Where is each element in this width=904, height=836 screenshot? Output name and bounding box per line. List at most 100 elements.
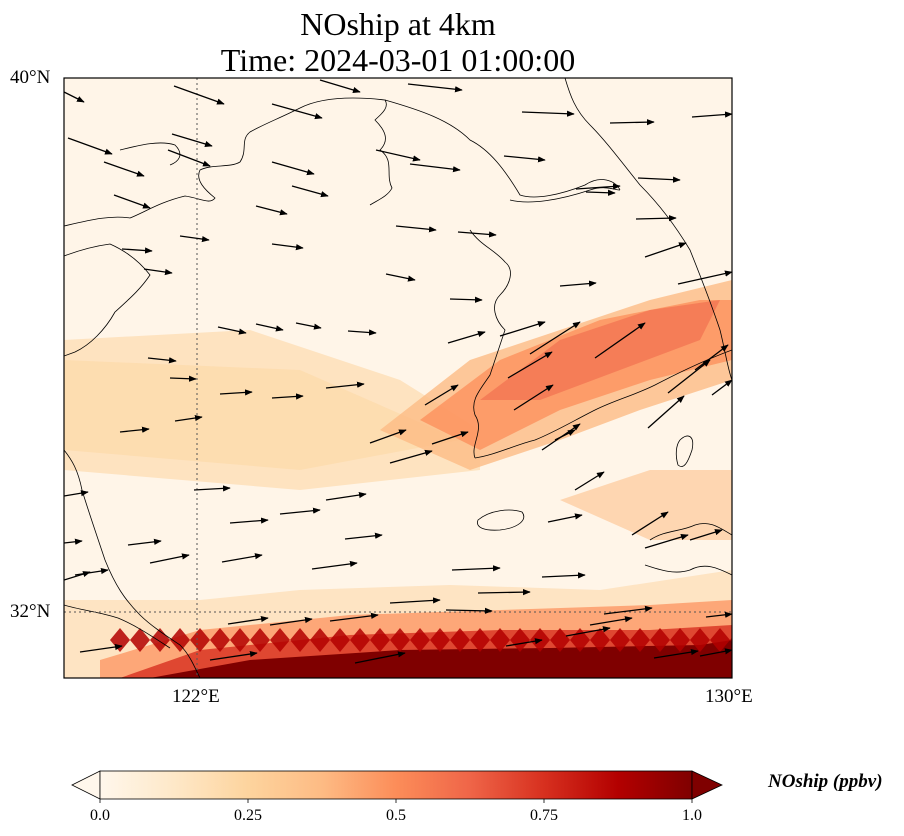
wind-arrow [173, 85, 225, 105]
wind-arrow [217, 326, 247, 335]
field-sawtooth [470, 628, 490, 652]
wind-arrow [325, 491, 367, 501]
wind-arrow [347, 329, 377, 336]
colorbar-tick-05: 0.5 [386, 807, 406, 824]
wind-arrow [585, 189, 616, 196]
wind-arrow [279, 507, 321, 515]
field-sawtooth [330, 628, 350, 652]
field-sawtooth [130, 628, 150, 652]
wind-arrow [193, 485, 231, 492]
wind-arrow [521, 110, 575, 117]
wind-arrow [407, 83, 463, 93]
wind-arrow [653, 649, 699, 659]
wind-arrow [64, 91, 85, 103]
map-subtitle-time: Time: 2024-03-01 01:00:00 [220, 42, 576, 78]
field-sawtooth [710, 628, 730, 652]
wind-arrow [329, 612, 379, 622]
wind-arrow [409, 163, 461, 173]
wind-arrow [227, 615, 269, 625]
field-sawtooth [490, 628, 510, 652]
wind-arrow [271, 243, 304, 251]
field-band-yellow-sea [64, 330, 480, 490]
wind-arrow [113, 194, 151, 209]
wind-arrow [67, 137, 113, 155]
field-sawtooth [290, 628, 310, 652]
wind-arrow [424, 384, 459, 406]
wind-arrow [64, 490, 89, 497]
colorbar [71, 770, 723, 803]
wind-arrow [705, 611, 732, 618]
field-sawtooth [730, 637, 732, 643]
colorbar-tick-025: 0.25 [234, 807, 262, 824]
field-sawtooth [250, 628, 270, 652]
wind-arrow [395, 225, 437, 233]
wind-arrow [291, 185, 329, 198]
field-sawtooth [350, 628, 370, 652]
field-sawtooth [210, 628, 230, 652]
map-frame [63, 77, 733, 679]
wind-arrow [255, 323, 284, 332]
wind-arrow [554, 429, 576, 441]
field-sawtooth [590, 628, 610, 652]
wind-arrow [271, 161, 315, 176]
wind-arrow [354, 651, 406, 664]
wind-arrow [449, 296, 483, 303]
field-band-east [560, 470, 732, 540]
colorbar-tick-075: 0.75 [530, 807, 558, 824]
field-band-south-max [150, 640, 732, 678]
wind-arrow [344, 532, 383, 540]
field-sawtooth [190, 628, 210, 652]
wind-arrow [667, 359, 711, 394]
wind-arrow [221, 553, 263, 563]
wind-arrow [691, 111, 732, 118]
concentration-field [64, 78, 732, 678]
wind-arrow [547, 513, 583, 523]
wind-arrow [385, 273, 416, 282]
colorbar-tick-0: 0.0 [90, 807, 110, 824]
wind-arrow [255, 205, 288, 216]
wind-arrow [229, 517, 269, 524]
wind-arrow [167, 149, 211, 167]
wind-arrow [503, 155, 546, 163]
wind-vectors [64, 79, 732, 664]
wind-arrow [269, 616, 313, 626]
wind-arrow [375, 149, 421, 162]
wind-arrow [559, 280, 597, 287]
colorbar-body [99, 770, 693, 800]
wind-arrow [574, 471, 605, 491]
wind-arrow [389, 449, 433, 464]
wind-arrow [369, 429, 407, 444]
field-sawtooth [430, 628, 450, 652]
wind-arrow [699, 648, 732, 657]
wind-arrow [477, 589, 531, 596]
wind-arrow [79, 643, 123, 653]
field-sawtooth [450, 628, 470, 652]
field-sawtooth [610, 628, 630, 652]
wind-arrow [499, 321, 546, 337]
wind-arrow [174, 414, 203, 422]
lon-tick-label-130e: 130°E [705, 686, 753, 707]
wind-arrow [325, 381, 365, 389]
wind-arrow [689, 529, 723, 541]
wind-arrow [64, 538, 83, 545]
wind-arrow [271, 393, 304, 400]
wind-arrow [451, 565, 501, 572]
lat-tick-label-32n: 32°N [10, 601, 51, 622]
field-sawtooth [370, 628, 390, 652]
wind-arrow [505, 638, 543, 647]
wind-arrow [644, 534, 689, 549]
wind-arrow [507, 351, 553, 379]
wind-arrow [541, 572, 586, 579]
wind-arrow [565, 626, 611, 637]
wind-arrow [635, 215, 677, 222]
wind-arrow [147, 357, 177, 364]
lon-tick-label-122e: 122°E [172, 686, 220, 707]
wind-arrow [149, 553, 190, 564]
field-sawtooth [390, 628, 410, 652]
wind-arrow [271, 103, 323, 120]
wind-arrow [589, 616, 633, 626]
wind-arrow [179, 235, 210, 243]
wind-arrow [609, 119, 655, 126]
wind-arrow [311, 560, 358, 570]
